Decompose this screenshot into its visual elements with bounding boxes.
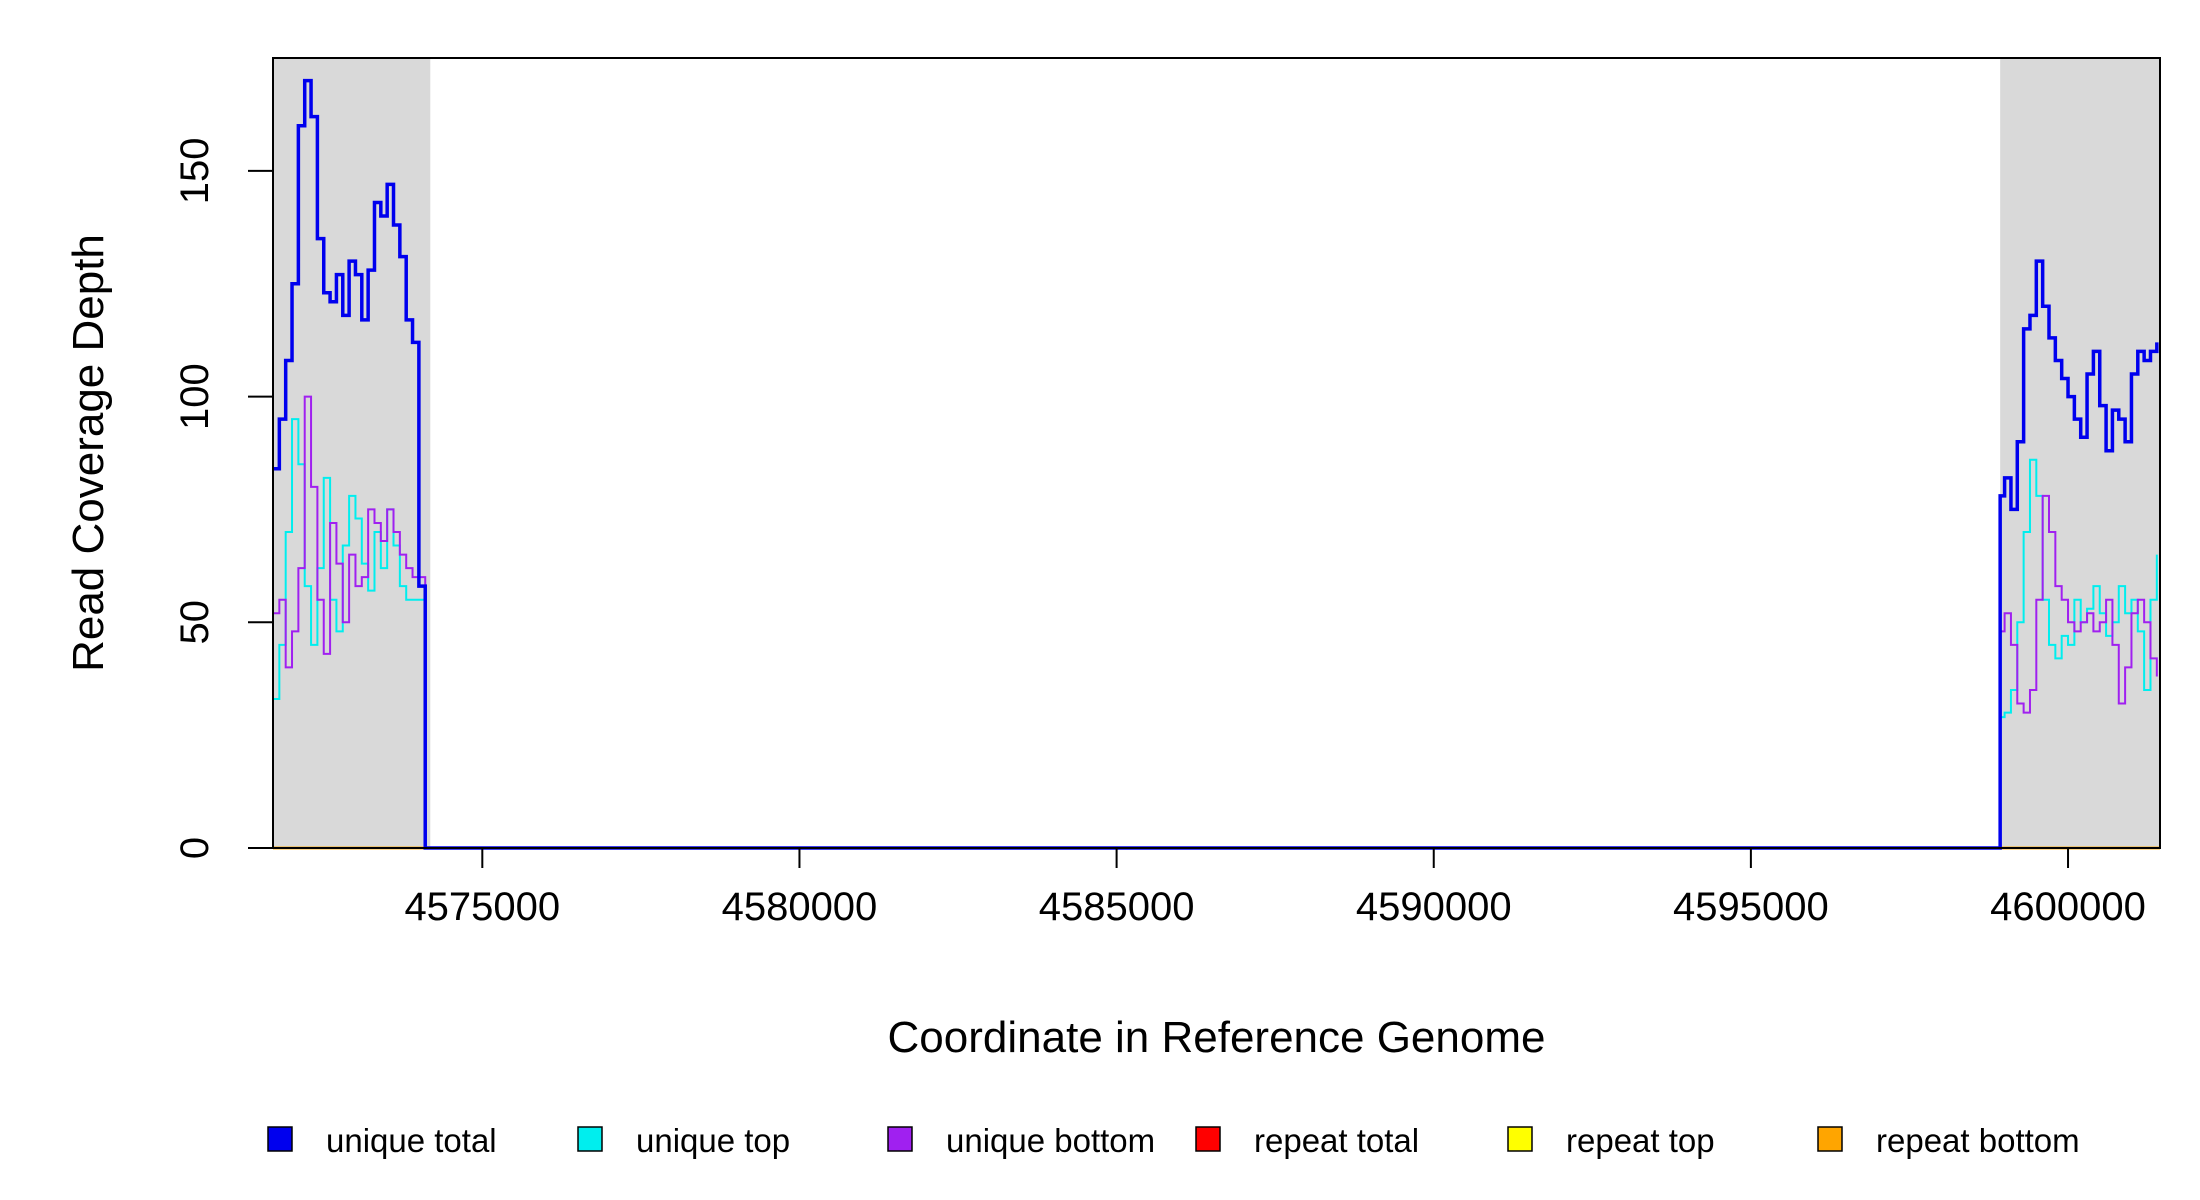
y-axis-title: Read Coverage Depth bbox=[64, 234, 113, 672]
x-tick-label: 4580000 bbox=[722, 885, 878, 929]
legend-swatch-repeat-bottom bbox=[1817, 1126, 1843, 1152]
y-axis: 0 50 100 150 bbox=[173, 137, 273, 859]
y-tick-label: 100 bbox=[173, 363, 217, 430]
legend-swatch-unique-top bbox=[577, 1126, 603, 1152]
x-tick-label: 4595000 bbox=[1673, 885, 1829, 929]
y-tick-label: 150 bbox=[173, 137, 217, 204]
x-tick-label: 4590000 bbox=[1356, 885, 1512, 929]
legend-label-unique-top: unique top bbox=[636, 1122, 790, 1159]
y-tick-label: 50 bbox=[173, 600, 217, 645]
shaded-region-1 bbox=[2000, 58, 2160, 848]
legend-swatch-unique-total bbox=[267, 1126, 293, 1152]
y-tick-label: 0 bbox=[173, 837, 217, 859]
x-axis-title: Coordinate in Reference Genome bbox=[888, 1013, 1546, 1062]
legend-label-repeat-top: repeat top bbox=[1566, 1122, 1715, 1159]
legend-label-unique-total: unique total bbox=[326, 1122, 497, 1159]
legend: unique total unique top unique bottom repea… bbox=[267, 1122, 2080, 1159]
legend-label-repeat-total: repeat total bbox=[1254, 1122, 1419, 1159]
series-unique-top bbox=[273, 418, 2158, 849]
legend-label-unique-bottom: unique bottom bbox=[946, 1122, 1155, 1159]
x-tick-label: 4575000 bbox=[404, 885, 560, 929]
legend-swatch-unique-bottom bbox=[887, 1126, 913, 1152]
series-unique-total bbox=[273, 78, 2159, 850]
plot-frame bbox=[272, 57, 2161, 849]
series-lines bbox=[273, 78, 2160, 850]
x-tick-label: 4600000 bbox=[1990, 885, 2146, 929]
legend-label-repeat-bottom: repeat bottom bbox=[1876, 1122, 2080, 1159]
x-axis: 4575000 4580000 4585000 4590000 4595000 46000… bbox=[404, 848, 2146, 929]
x-tick-label: 4585000 bbox=[1039, 885, 1195, 929]
series-unique-bottom bbox=[273, 395, 2158, 849]
shaded-regions bbox=[273, 58, 2160, 848]
legend-swatch-repeat-total bbox=[1195, 1126, 1221, 1152]
legend-swatch-repeat-top bbox=[1507, 1126, 1533, 1152]
shaded-region-0 bbox=[273, 58, 431, 848]
